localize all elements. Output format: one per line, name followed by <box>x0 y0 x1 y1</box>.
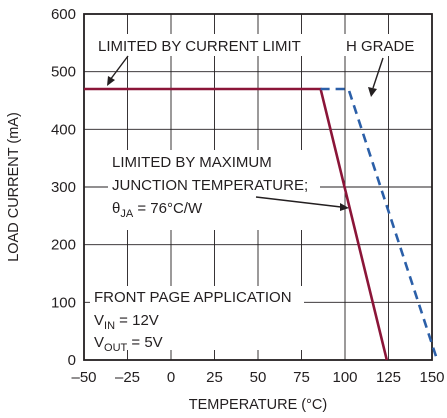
x-tick-label: 125 <box>376 369 401 386</box>
annotation-bg-junction <box>108 150 320 230</box>
x-tick-label: 25 <box>206 369 223 386</box>
y-tick-label: 100 <box>51 294 76 311</box>
annotation-h-grade: H GRADE <box>346 38 414 55</box>
arrowhead-junction <box>340 203 349 211</box>
annotation-application-title: FRONT PAGE APPLICATION <box>94 289 292 306</box>
plot-frame <box>83 13 433 361</box>
series-group <box>84 87 439 361</box>
x-tick-label: –25 <box>115 369 140 386</box>
x-tick-label: 150 <box>419 369 444 386</box>
arrow-junction <box>255 196 342 208</box>
arrow-current-limit <box>109 55 129 81</box>
annotation-bg-current-limit <box>94 34 318 56</box>
x-axis-label: TEMPERATURE (°C) <box>189 397 327 413</box>
annotation-theta-ja: θJA = 76°C/W <box>112 200 203 220</box>
x-tick-label: 100 <box>332 369 357 386</box>
annotation-junction-line2: JUNCTION TEMPERATURE; <box>112 177 308 194</box>
y-axis-label: LOAD CURRENT (mA) <box>6 112 22 262</box>
arrowhead-h-grade <box>368 87 377 97</box>
arrow-h-grade <box>372 57 384 89</box>
annotation-current-limit: LIMITED BY CURRENT LIMIT <box>98 38 301 55</box>
arrowhead-current-limit <box>107 76 115 86</box>
tick-labels: –50 –25 0 25 50 75 100 125 150 0 100 200 300 400 500 60… <box>51 6 445 386</box>
x-tick-label: 50 <box>250 369 267 386</box>
annotation-bg-h-grade <box>340 34 400 56</box>
y-tick-label: 500 <box>51 64 76 81</box>
annotation-bg-application <box>90 286 304 350</box>
y-tick-label: 300 <box>51 179 76 196</box>
annotation-vout: VOUT = 5V <box>94 334 163 354</box>
annotation-junction-line1: LIMITED BY MAXIMUM <box>112 154 272 171</box>
y-tick-label: 600 <box>51 6 76 23</box>
y-tick-label: 400 <box>51 121 76 138</box>
x-tick-label: –50 <box>71 369 96 386</box>
x-tick-label: 75 <box>293 369 310 386</box>
x-tick-label: 0 <box>167 369 175 386</box>
annotation-vin: VIN = 12V <box>94 312 159 332</box>
y-tick-label: 0 <box>68 352 76 369</box>
series-line-h-grade <box>320 87 439 361</box>
y-tick-label: 200 <box>51 237 76 254</box>
